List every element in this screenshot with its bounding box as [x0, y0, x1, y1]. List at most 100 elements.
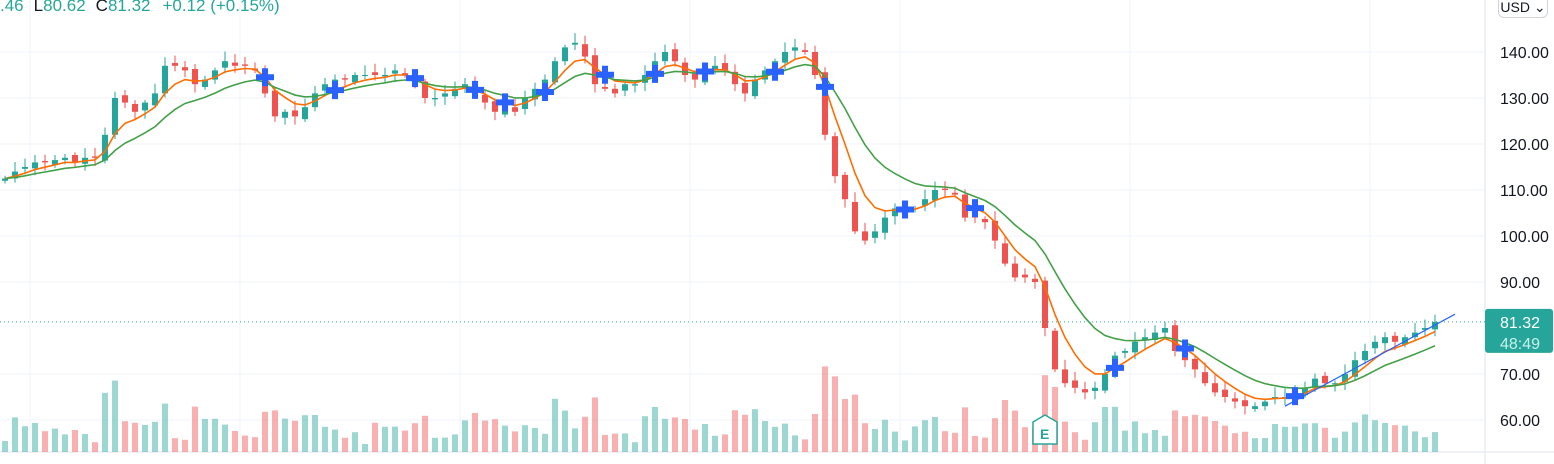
volume-bar — [572, 428, 578, 452]
volume-bar — [152, 421, 158, 452]
candle — [182, 60, 188, 452]
candle — [942, 181, 948, 452]
volume-bar — [212, 418, 218, 452]
candle-body — [202, 79, 208, 87]
volume-bar — [662, 418, 668, 452]
candle — [1012, 256, 1018, 452]
candle — [42, 154, 48, 452]
candle-body — [922, 199, 928, 206]
volume-bar — [162, 403, 168, 452]
candle — [382, 67, 388, 452]
plus-icon — [496, 93, 514, 112]
candle — [622, 80, 628, 452]
volume-bar — [772, 426, 778, 452]
y-tick-label: 60.00 — [1500, 413, 1540, 430]
candle-body — [1242, 400, 1248, 407]
candle-body — [442, 93, 448, 97]
candle — [532, 82, 538, 452]
candle-body — [482, 94, 488, 103]
volume-bar — [242, 435, 248, 452]
candle — [1062, 359, 1068, 452]
volume-bar — [232, 431, 238, 452]
candle-body — [1202, 372, 1208, 384]
signal-marker — [256, 68, 274, 87]
candle — [332, 74, 338, 452]
candle — [902, 204, 908, 452]
candle — [2, 175, 8, 452]
plus-icon — [966, 199, 984, 218]
candle — [1312, 373, 1318, 452]
candle — [162, 57, 168, 452]
candle — [762, 66, 768, 452]
candle — [1392, 331, 1398, 452]
candle — [1182, 348, 1188, 452]
candle — [192, 63, 198, 452]
candle — [952, 186, 958, 452]
volume-bar — [1062, 421, 1068, 452]
y-tick-label: 110.00 — [1500, 183, 1548, 200]
volume-bar — [272, 410, 278, 452]
volume-bar — [432, 437, 438, 452]
candle-body — [402, 73, 408, 75]
candle-body — [272, 90, 278, 117]
candle-body — [942, 188, 948, 190]
volume-bar — [72, 430, 78, 452]
volume-bar — [202, 419, 208, 452]
volume-bar — [692, 429, 698, 452]
candle-body — [1222, 389, 1228, 397]
currency-dropdown[interactable]: USD ⌄ — [1498, 0, 1548, 18]
volume-bar — [502, 425, 508, 452]
candle-body — [1232, 398, 1238, 402]
candle — [542, 74, 548, 452]
volume-bar — [342, 437, 348, 452]
candle — [112, 91, 118, 452]
volume-bar — [652, 407, 658, 452]
candle — [1362, 343, 1368, 452]
ohlc-legend: .46 L80.62 C81.32 +0.12 (+0.15%) — [0, 0, 280, 16]
candle-body — [12, 171, 18, 179]
volume-bar — [1242, 431, 1248, 452]
candle — [352, 72, 358, 452]
volume-bar — [672, 417, 678, 452]
candle-body — [572, 42, 578, 45]
candle — [1152, 325, 1158, 452]
candle — [432, 88, 438, 452]
candle — [492, 98, 498, 452]
candle-body — [112, 98, 118, 135]
candle — [482, 90, 488, 452]
candle-body — [1262, 401, 1268, 407]
candle — [802, 42, 808, 452]
candle-body — [852, 201, 858, 232]
candle — [1022, 268, 1028, 452]
volume-bar — [1282, 426, 1288, 452]
candle — [1192, 356, 1198, 452]
volume-bar — [832, 376, 838, 452]
candle — [1332, 380, 1338, 452]
candle — [1382, 332, 1388, 452]
candle — [1232, 392, 1238, 452]
candle-body — [1082, 389, 1088, 393]
y-tick-label: 120.00 — [1500, 137, 1549, 154]
candle — [502, 97, 508, 452]
candle — [892, 203, 898, 452]
candle — [842, 172, 848, 452]
legend-low: 80.62 — [43, 0, 86, 15]
candle-body — [1252, 406, 1258, 409]
candle-body — [1362, 351, 1368, 361]
volume-bar — [182, 439, 188, 452]
candle-body — [932, 190, 938, 201]
volume-bar — [802, 439, 808, 452]
candle-body — [992, 220, 998, 241]
candle-body — [42, 161, 48, 163]
volume-bar — [422, 415, 428, 452]
volume-bar — [1012, 410, 1018, 452]
candle-body — [1192, 358, 1198, 370]
candle-body — [1012, 263, 1018, 278]
volume-bar — [1202, 416, 1208, 452]
candle — [212, 67, 218, 452]
candle-body — [122, 95, 128, 103]
volume-bar — [702, 424, 708, 452]
volume-bar — [942, 431, 948, 452]
volume-bar — [132, 422, 138, 452]
